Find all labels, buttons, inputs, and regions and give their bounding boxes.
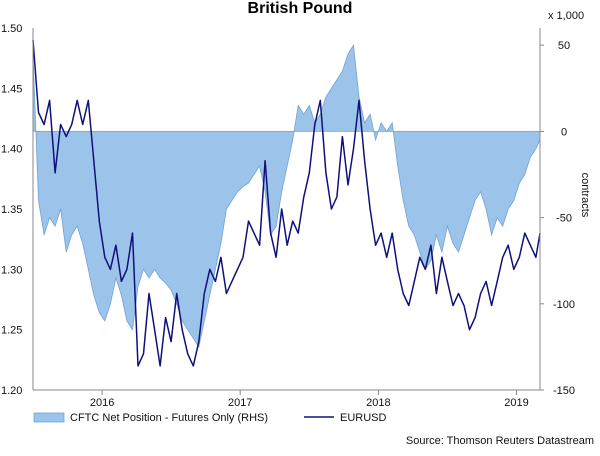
right-axis-unit: x 1,000	[548, 10, 584, 22]
cftc-net-position-area	[32, 44, 541, 348]
left-tick-label: 1.35	[1, 204, 22, 216]
chart-title: British Pound	[248, 0, 353, 17]
x-tick-label: 2019	[504, 397, 528, 409]
x-tick-label: 2017	[228, 397, 252, 409]
x-tick-label: 2016	[90, 397, 114, 409]
right-tick-label: -150	[553, 385, 575, 397]
left-tick-label: 1.50	[1, 23, 22, 35]
legend-label-cftc: CFTC Net Position - Futures Only (RHS)	[70, 412, 268, 424]
right-axis-ticks: -150 -100 -50 0 50	[540, 40, 575, 397]
legend: CFTC Net Position - Futures Only (RHS) E…	[33, 412, 387, 424]
eurusd-line	[32, 40, 541, 367]
right-tick-label: -100	[553, 299, 575, 311]
x-axis-ticks: 2016 2017 2018 2019	[90, 390, 529, 409]
cftc-area-layer	[32, 44, 541, 348]
left-tick-label: 1.45	[1, 83, 22, 95]
left-tick-label: 1.25	[1, 325, 22, 337]
right-tick-label: -50	[556, 213, 572, 225]
legend-label-eurusd: EURUSD	[340, 412, 387, 424]
eurusd-line-layer	[32, 40, 541, 367]
plot-area	[32, 28, 541, 391]
right-axis-label: contracts	[579, 173, 591, 218]
legend-swatch-cftc	[33, 412, 65, 423]
right-tick-label: 50	[558, 40, 570, 52]
x-tick-label: 2018	[366, 397, 390, 409]
left-tick-label: 1.30	[1, 264, 22, 276]
left-tick-label: 1.40	[1, 144, 22, 156]
left-axis-ticks: 1.20 1.25 1.30 1.35 1.40 1.45 1.50	[1, 23, 22, 397]
right-tick-label: 0	[561, 126, 567, 138]
left-tick-label: 1.20	[1, 385, 22, 397]
source-note: Source: Thomson Reuters Datastream	[406, 435, 594, 447]
